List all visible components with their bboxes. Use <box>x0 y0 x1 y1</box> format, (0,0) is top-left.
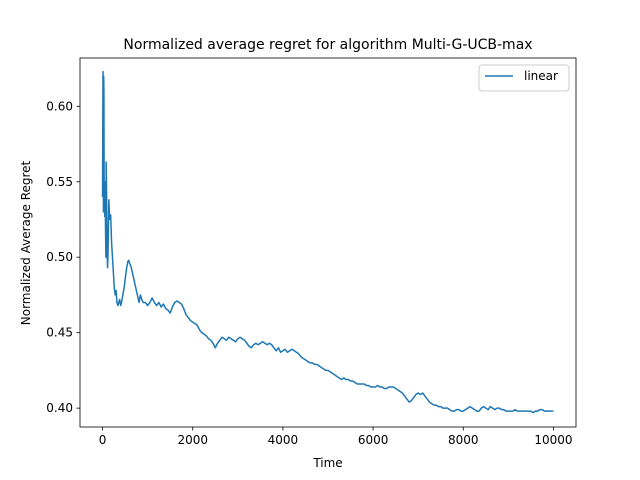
x-tick-label: 0 <box>99 433 107 447</box>
legend-box <box>478 64 570 92</box>
plot-area: 0 2000 4000 6000 8000 10000 0.40 0.45 0.50 0.55 0.… <box>46 57 577 447</box>
axes-frame <box>79 57 577 428</box>
y-tick-label: 0.45 <box>46 326 73 340</box>
y-axis-label: Normalized Average Regret <box>19 160 33 325</box>
x-axis-label: Time <box>312 456 342 470</box>
legend-label-linear: linear <box>524 69 558 83</box>
x-tick-label: 4000 <box>268 433 299 447</box>
x-tick-label: 8000 <box>448 433 479 447</box>
x-tick-label: 6000 <box>358 433 389 447</box>
x-tick-label: 2000 <box>177 433 208 447</box>
series-line-linear <box>101 70 554 414</box>
y-tick-label: 0.60 <box>46 99 73 113</box>
y-tick-label: 0.40 <box>46 401 73 415</box>
y-tick-label: 0.55 <box>46 175 73 189</box>
x-tick-label: 10000 <box>534 433 572 447</box>
chart-title: Normalized average regret for algorithm … <box>123 37 532 53</box>
legend: linear <box>478 64 570 92</box>
y-tick-label: 0.50 <box>46 250 73 264</box>
